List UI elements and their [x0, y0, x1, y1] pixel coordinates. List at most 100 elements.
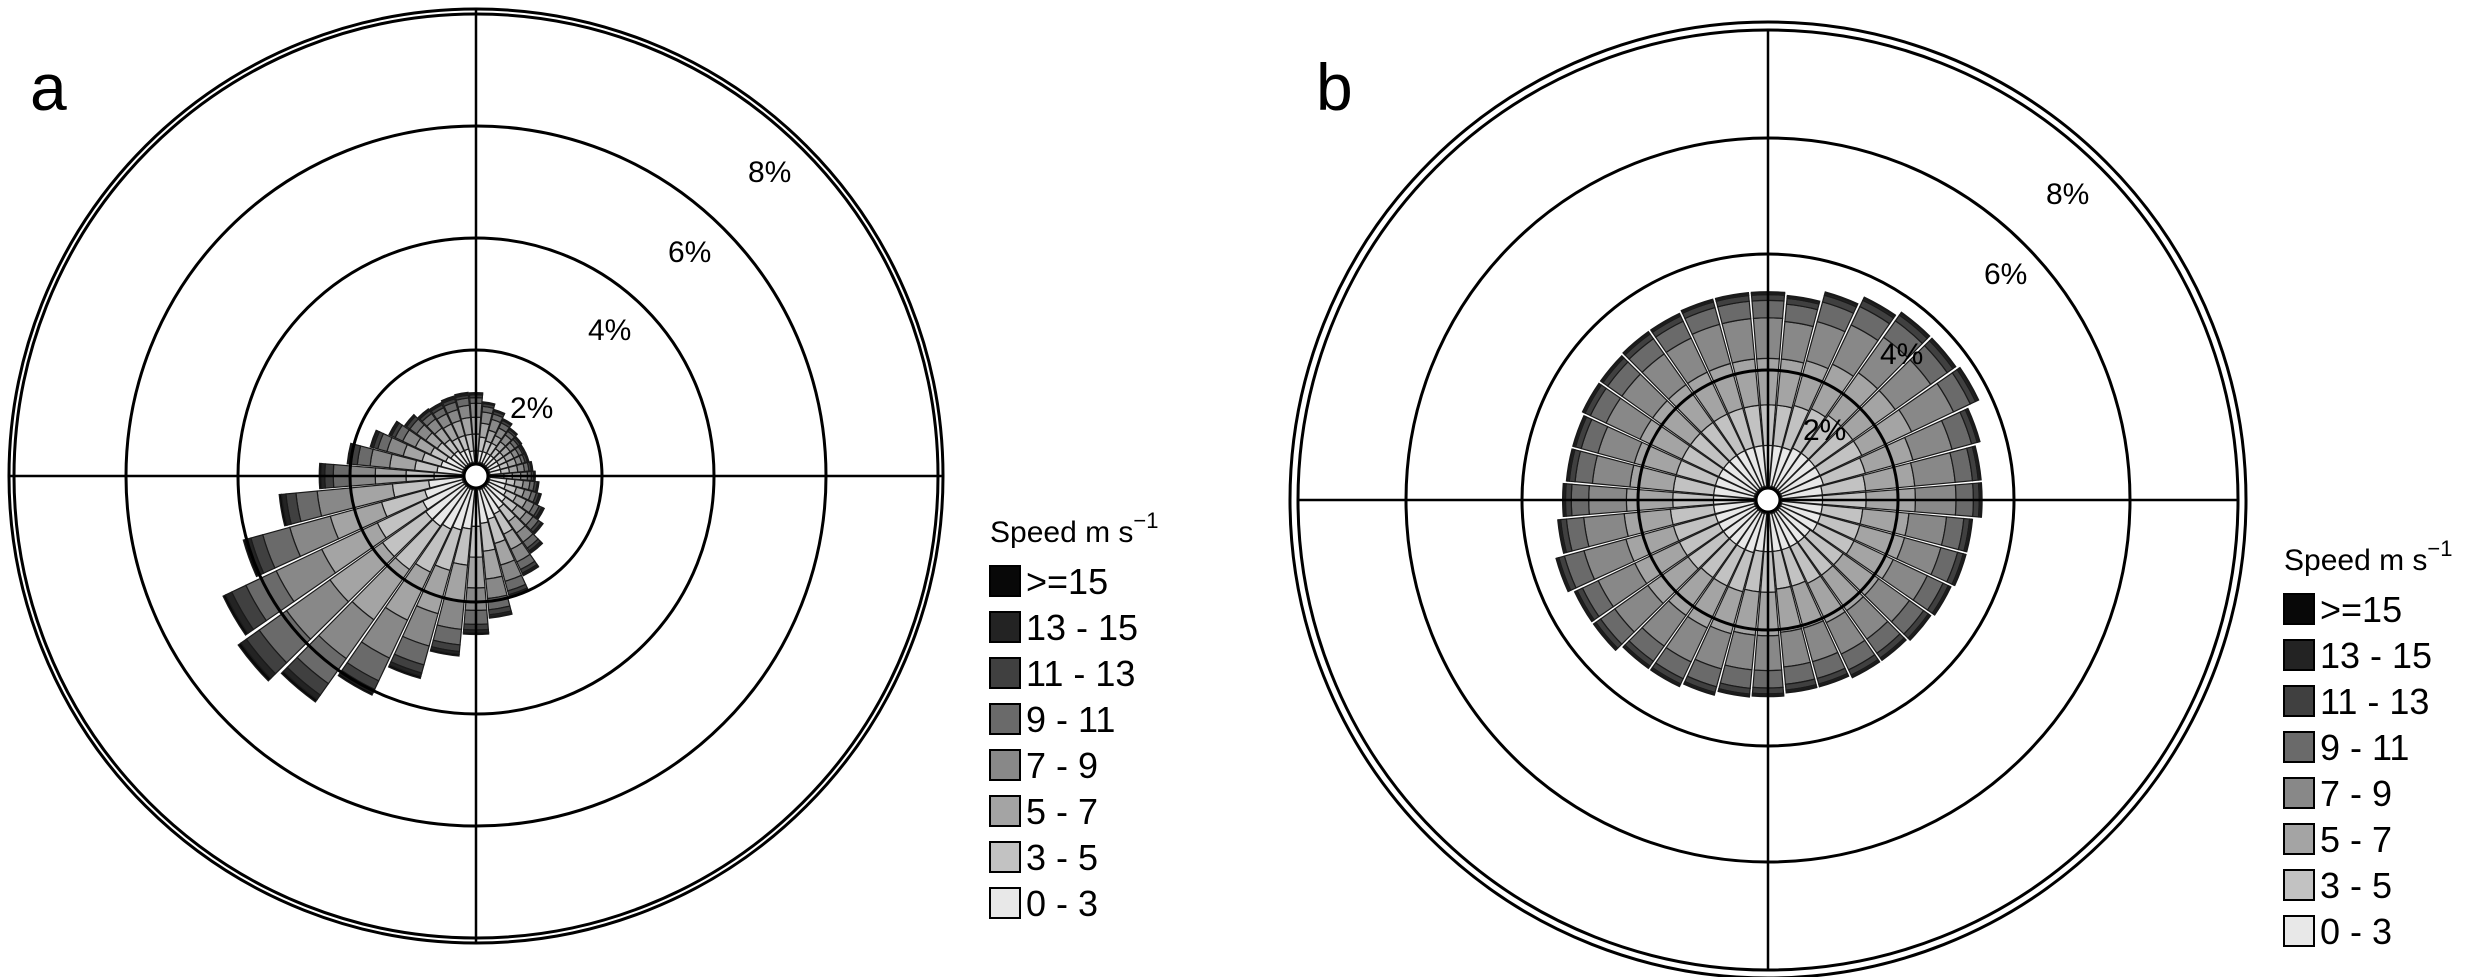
legend-title-text-a: Speed m s — [990, 516, 1133, 549]
wedge-a-dir240-bin7 — [222, 594, 249, 636]
wedge-a-dir170-bin7 — [488, 612, 513, 619]
legend-swatch-a-bin7 — [989, 565, 1021, 597]
legend-label-b-bin1: 3 - 5 — [2320, 865, 2392, 906]
windrose-panel-a: a 2% 4% 6% 8% Speed m s−1 >=15 13 - 15 11 … — [7, 7, 1159, 945]
wedge-a-dir280-bin7 — [346, 442, 353, 465]
wedge-a-dir10-bin7 — [482, 401, 496, 406]
wedge-b-dir80-bin7 — [1973, 445, 1982, 481]
legend-swatch-b-bin2 — [2283, 823, 2315, 855]
wedge-b-dir140-bin7 — [1880, 638, 1907, 662]
wedge-a-dir110-bin7 — [536, 493, 543, 506]
wedge-b-dir310-bin7 — [1599, 354, 1624, 383]
legend-label-a-bin1: 3 - 5 — [1026, 837, 1098, 878]
ring-label-6pct-b: 6% — [1984, 258, 2027, 291]
legend-label-a-bin5: 11 - 13 — [1026, 653, 1135, 694]
legend-label-b-bin5: 11 - 13 — [2320, 681, 2429, 722]
legend-swatch-a-bin5 — [989, 657, 1021, 689]
wedge-a-dir290-bin7 — [369, 429, 379, 448]
legend-label-a-bin7: >=15 — [1026, 561, 1108, 602]
panel-label-a: a — [30, 50, 67, 124]
wedge-a-dir220-bin7 — [280, 670, 318, 703]
wedge-a-dir60-bin7 — [519, 444, 527, 454]
legend-swatch-a-bin3 — [989, 749, 1021, 781]
wedge-b-dir330-bin7 — [1649, 312, 1681, 332]
legend-label-b-bin6: 13 - 15 — [2320, 635, 2432, 676]
legend-swatch-b-bin5 — [2283, 685, 2315, 717]
wedge-a-dir200-bin7 — [387, 664, 422, 680]
legend-swatch-b-bin7 — [2283, 593, 2315, 625]
wedge-a-dir170-bin3 — [485, 575, 508, 600]
legend-label-a-bin2: 5 - 7 — [1026, 791, 1098, 832]
wedge-a-dir340-bin7 — [440, 395, 456, 403]
ring-b-8pct — [1288, 20, 2248, 977]
wedge-b-dir240-bin7 — [1573, 590, 1594, 623]
wedge-a-dir300-bin7 — [388, 420, 399, 436]
wedge-a-dir310-bin7 — [403, 413, 416, 427]
wedge-a-dir150-bin7 — [522, 565, 540, 577]
wedge-a-dir350-bin7 — [454, 391, 469, 397]
wedge-b-dir130-bin7 — [1908, 614, 1932, 641]
wedge-b-dir350-bin7 — [1714, 291, 1750, 301]
legend-label-b-bin4: 9 - 11 — [2320, 727, 2409, 768]
legend-swatch-b-bin0 — [2283, 915, 2315, 947]
wedge-b-dir260-bin7 — [1557, 519, 1566, 554]
windrose-a-wedges — [222, 391, 546, 703]
legend-title-text-b: Speed m s — [2284, 544, 2427, 577]
legend-label-b-bin0: 0 - 3 — [2320, 911, 2392, 952]
legend-b: Speed m s−1 >=15 13 - 15 11 - 13 9 - 11 7 - … — [2283, 536, 2453, 952]
wedge-b-dir300-bin7 — [1581, 382, 1601, 414]
wedge-b-dir190-bin7 — [1717, 689, 1751, 698]
wedge-b-dir210-bin7 — [1649, 668, 1681, 688]
legend-label-a-bin6: 13 - 15 — [1026, 607, 1138, 648]
ring-label-4pct-a: 4% — [588, 314, 631, 347]
legend-title-sup-a: −1 — [1133, 508, 1158, 533]
legend-label-b-bin3: 7 - 9 — [2320, 773, 2392, 814]
wedge-a-dir130-bin7 — [533, 522, 544, 535]
wedge-b-dir220-bin7 — [1622, 645, 1650, 670]
wedge-b-dir50-bin7 — [1930, 337, 1957, 369]
legend-a: Speed m s−1 >=15 13 - 15 11 - 13 9 - 11 7 - … — [989, 508, 1159, 924]
wedge-a-dir210-bin7 — [337, 672, 374, 696]
wedge-a-dir50-bin7 — [514, 435, 523, 445]
ring-label-8pct-b: 8% — [2046, 178, 2089, 211]
wedge-b-dir100-bin7 — [1964, 518, 1974, 553]
windrose-panel-b: b 2% 4% 6% 8% Speed m s−1 >=15 13 - 15 11 … — [1288, 20, 2453, 977]
wedge-b-dir280-bin7 — [1565, 448, 1574, 482]
wedge-a-dir70-bin7 — [524, 452, 530, 463]
wedge-b-dir250-bin7 — [1555, 557, 1570, 593]
wedge-a-dir20-bin7 — [493, 408, 506, 415]
legend-label-a-bin4: 9 - 11 — [1026, 699, 1115, 740]
wedge-b-dir340-bin7 — [1680, 298, 1714, 313]
panel-label-b: b — [1316, 50, 1353, 124]
legend-swatch-a-bin6 — [989, 611, 1021, 643]
wedge-b-dir30-bin7 — [1863, 296, 1897, 317]
center-hole-a — [462, 462, 490, 490]
wedge-b-dir230-bin7 — [1592, 622, 1618, 652]
legend-swatch-a-bin0 — [989, 887, 1021, 919]
wedge-b-dir20-bin7 — [1824, 291, 1859, 306]
wedge-a-dir190-bin7 — [429, 648, 460, 657]
wedge-a-dir30-bin7 — [502, 418, 513, 426]
legend-label-b-bin7: >=15 — [2320, 589, 2402, 630]
wedge-b-dir110-bin7 — [1952, 553, 1967, 587]
wedge-b-dir60-bin7 — [1958, 366, 1980, 402]
wedge-a-dir100-bin7 — [535, 481, 540, 493]
legend-swatch-b-bin3 — [2283, 777, 2315, 809]
legend-swatch-b-bin1 — [2283, 869, 2315, 901]
wedge-a-dir330-bin7 — [429, 401, 443, 411]
wedge-b-dir170-bin7 — [1785, 685, 1818, 694]
wedge-b-dir120-bin7 — [1932, 585, 1952, 616]
windrose-b-wedges — [1555, 291, 1983, 698]
wedge-b-dir150-bin7 — [1851, 660, 1881, 679]
legend-swatch-a-bin1 — [989, 841, 1021, 873]
legend-label-a-bin3: 7 - 9 — [1026, 745, 1098, 786]
wedge-b-dir290-bin7 — [1572, 414, 1586, 448]
legend-title-a: Speed m s−1 — [990, 508, 1159, 549]
wedge-b-dir70-bin7 — [1966, 407, 1981, 443]
ring-label-4pct-b: 4% — [1880, 338, 1923, 371]
wedge-a-dir320-bin7 — [417, 408, 430, 419]
legend-title-b: Speed m s−1 — [2284, 536, 2453, 577]
ring-label-2pct-b: 2% — [1803, 414, 1846, 447]
ring-label-8pct-a: 8% — [748, 156, 791, 189]
